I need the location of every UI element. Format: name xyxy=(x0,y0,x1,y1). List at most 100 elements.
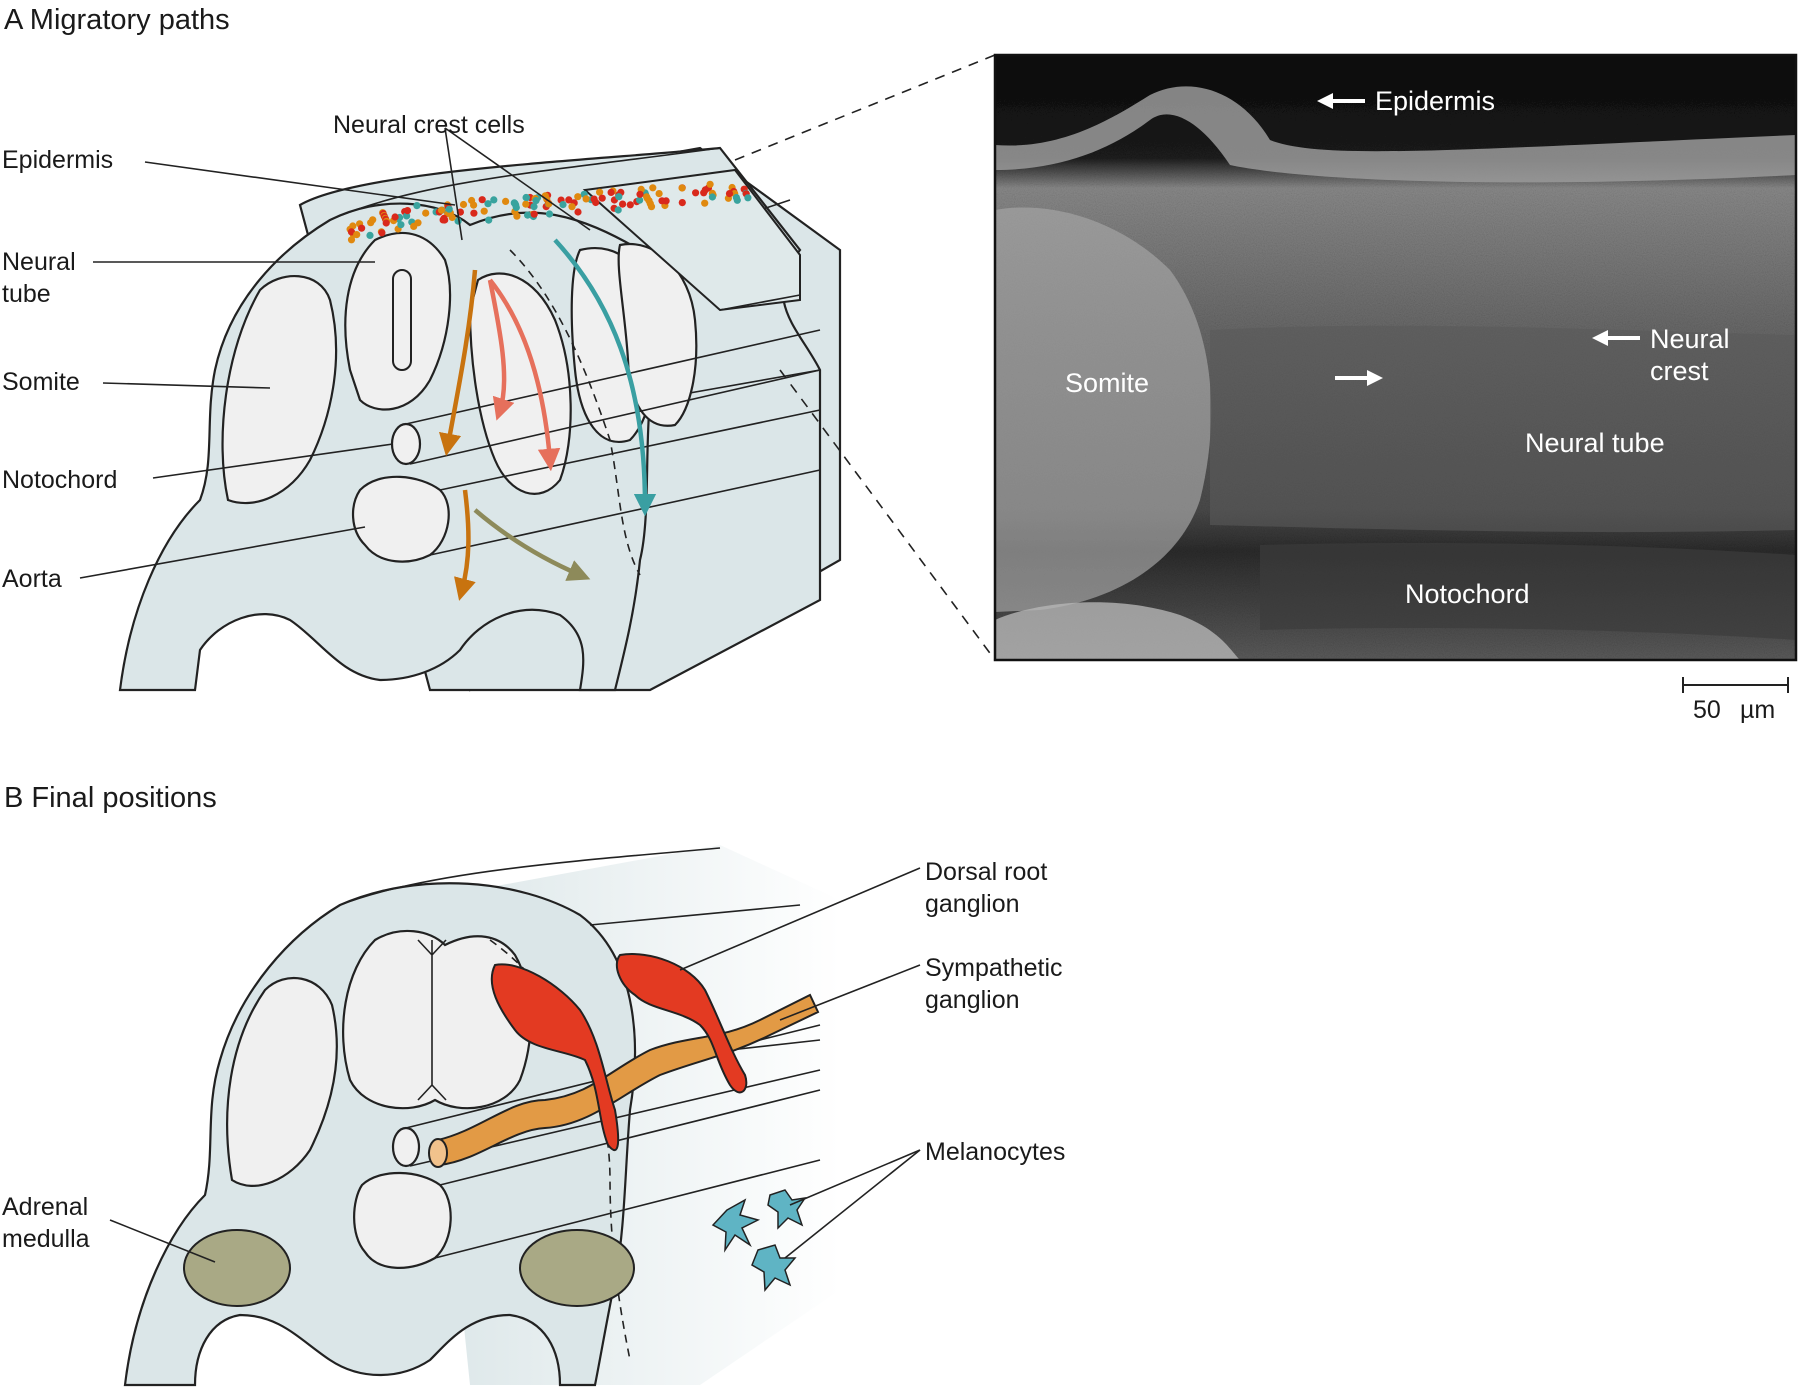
neural-crest-dot xyxy=(706,180,714,188)
neural-crest-dot xyxy=(582,195,590,203)
neural-crest-dot xyxy=(366,231,374,239)
neural-crest-dot xyxy=(596,188,604,196)
embryo-diagram-b xyxy=(109,845,921,1387)
label-adrenal-1: Adrenal xyxy=(2,1193,88,1221)
neural-crest-dot xyxy=(626,201,634,209)
neural-crest-dot xyxy=(437,206,446,214)
neural-crest-dot xyxy=(678,184,686,192)
neural-crest-dot xyxy=(574,193,582,201)
neural-crest-dot xyxy=(403,207,412,215)
neural-crest-dot xyxy=(470,201,478,209)
sem-label-neural-crest-1: Neural xyxy=(1650,324,1730,354)
neural-crest-dot xyxy=(732,194,741,202)
aorta-b xyxy=(353,1171,452,1269)
neural-crest-dot xyxy=(545,210,554,218)
neural-crest-dot xyxy=(480,207,488,215)
neural-crest-dot xyxy=(530,210,538,218)
neural-crest-dot xyxy=(592,198,600,207)
label-sympathetic-2: ganglion xyxy=(925,986,1020,1014)
sem-label-notochord: Notochord xyxy=(1405,579,1530,609)
label-somite: Somite xyxy=(2,368,80,396)
neural-crest-dot xyxy=(485,216,493,224)
neural-crest-dot xyxy=(636,190,644,198)
neural-crest-dot xyxy=(347,236,356,244)
label-sympathetic-1: Sympathetic xyxy=(925,954,1063,982)
neural-crest-dot xyxy=(607,188,615,196)
label-dorsal-root-1: Dorsal root xyxy=(925,858,1047,886)
neural-crest-dot xyxy=(502,197,510,205)
sem-label-neural-tube: Neural tube xyxy=(1525,428,1665,458)
neural-crest-dot xyxy=(708,193,717,201)
dorsal-root-ganglion-2 xyxy=(615,953,748,1094)
neural-crest-dot xyxy=(484,200,492,208)
neural-crest-dot xyxy=(414,219,422,227)
neural-crest-dot xyxy=(678,199,686,207)
neural-crest-dot xyxy=(403,212,411,220)
label-neural-crest-cells: Neural crest cells xyxy=(333,111,525,139)
somite-right xyxy=(468,272,572,495)
adrenal-medulla-right xyxy=(519,1229,635,1307)
neural-crest-dot xyxy=(744,194,752,202)
somite-b xyxy=(226,976,338,1187)
neural-crest-dot xyxy=(692,189,700,197)
sem-label-somite: Somite xyxy=(1065,368,1149,398)
neural-crest-dot xyxy=(530,203,538,211)
neural-crest-dot xyxy=(701,199,709,207)
neural-crest-dot xyxy=(413,202,421,210)
neural-crest-dot xyxy=(448,213,456,222)
panel-a-title: A Migratory paths xyxy=(4,4,230,36)
label-adrenal-2: medulla xyxy=(2,1225,90,1253)
melanocyte-2 xyxy=(767,1189,807,1230)
ventral-pathway-arrow xyxy=(438,269,478,457)
aorta-pathway-arrow xyxy=(454,489,476,601)
neural-crest-dot xyxy=(574,208,582,216)
neural-crest-dot xyxy=(397,221,405,229)
neural-crest-dot xyxy=(649,184,657,192)
panel-b-title: B Final positions xyxy=(4,782,217,814)
neural-crest-dot xyxy=(422,209,430,217)
melanocyte-3 xyxy=(751,1244,797,1292)
neural-crest-dot xyxy=(701,186,709,194)
neural-crest-dot xyxy=(658,197,666,205)
label-notochord: Notochord xyxy=(2,466,117,494)
somite-pathway-arrow-2 xyxy=(488,278,561,472)
label-aorta: Aorta xyxy=(2,565,62,593)
label-neural-tube-1: Neural xyxy=(2,248,76,276)
scale-bar-value: 50 xyxy=(1693,696,1721,724)
neural-crest-dot xyxy=(725,190,734,198)
embryo-diagram-a xyxy=(79,54,996,692)
somite-pathway-arrow-1 xyxy=(487,279,515,421)
neural-crest-dot xyxy=(614,206,622,214)
neural-crest-dot xyxy=(459,200,468,209)
adrenal-medulla-left xyxy=(183,1229,291,1307)
neural-crest-dot xyxy=(445,205,453,213)
neural-crest-dot xyxy=(643,194,651,202)
neural-crest-cell-dots xyxy=(346,180,752,244)
scale-bar xyxy=(1682,677,1789,693)
scale-bar-unit: µm xyxy=(1740,696,1775,724)
neural-crest-dot xyxy=(378,229,386,237)
label-melanocytes: Melanocytes xyxy=(925,1138,1065,1166)
somite xyxy=(221,275,338,505)
neural-crest-dot xyxy=(358,224,366,232)
label-neural-tube-2: tube xyxy=(2,280,51,308)
dorsal-root-ganglion-1 xyxy=(490,963,620,1152)
neural-crest-dot xyxy=(559,201,567,209)
neural-crest-dot xyxy=(513,212,521,220)
sem-label-epidermis: Epidermis xyxy=(1375,86,1495,116)
neural-crest-dot xyxy=(615,193,623,201)
neural-crest-dot xyxy=(512,201,520,209)
neural-crest-dot xyxy=(565,196,573,204)
notochord xyxy=(390,422,422,466)
neural-crest-dot xyxy=(568,203,576,211)
label-epidermis: Epidermis xyxy=(2,146,113,174)
neural-crest-dot xyxy=(470,209,478,217)
neural-crest-dot xyxy=(478,196,486,204)
olive-pathway-arrow xyxy=(473,508,591,581)
neural-crest-dot xyxy=(655,190,663,198)
neural-crest-dot xyxy=(490,196,498,204)
notochord-b xyxy=(391,1126,421,1168)
dorsolateral-pathway-arrow xyxy=(553,238,657,517)
aorta xyxy=(351,475,450,563)
